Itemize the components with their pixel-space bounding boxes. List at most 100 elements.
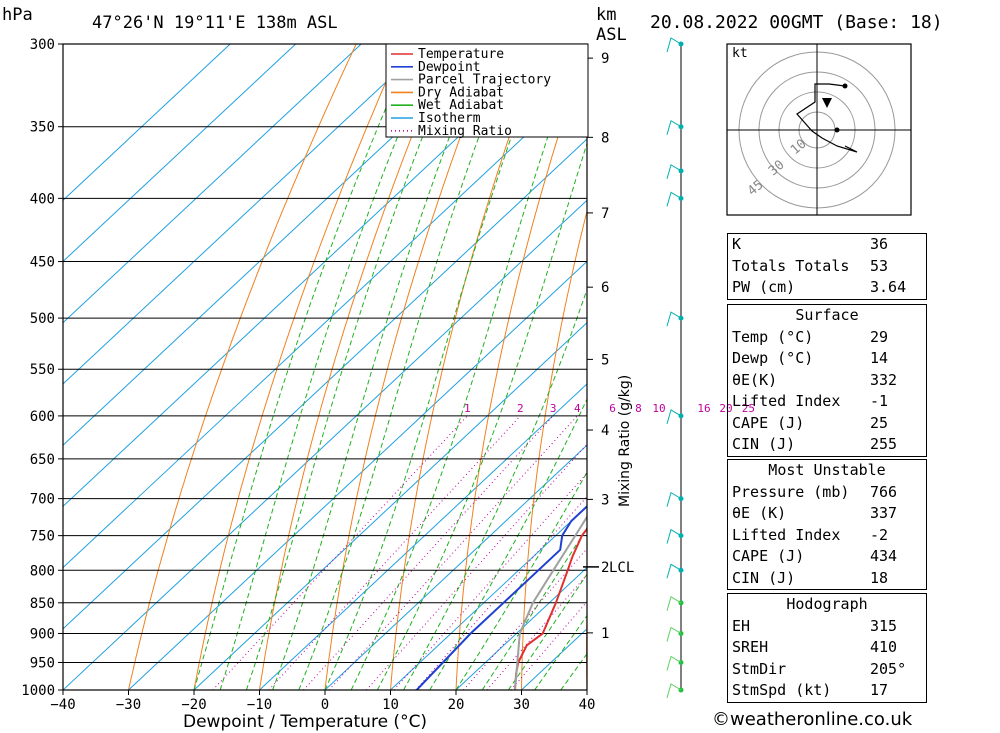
km-tick-label: 7 — [601, 206, 609, 222]
index-value: 36 — [870, 235, 889, 253]
surface-row: Temp (°C) 29 — [728, 327, 926, 349]
skew-t-grid — [63, 44, 980, 690]
mixing-ratio-label: 2 — [517, 402, 524, 415]
legend-entry: Parcel Trajectory — [418, 73, 551, 88]
temperature-tick-label: 20 — [448, 697, 465, 713]
datetime-title: 20.08.2022 00GMT (Base: 18) — [650, 12, 943, 33]
isotherm-line — [63, 44, 428, 385]
surface-title: Surface — [795, 306, 859, 324]
index-row-totals: Totals Totals 53 — [728, 256, 926, 278]
copyright-link[interactable]: ©weatheronline.co.uk — [712, 709, 913, 730]
wet-adiabat-line — [219, 44, 437, 690]
wind-barb — [666, 191, 682, 207]
dry-adiabat-line — [455, 46, 587, 690]
mixing-ratio-line — [366, 443, 587, 690]
wind-barb — [666, 655, 682, 671]
mixing-ratio-label: 6 — [609, 402, 616, 415]
temperature-tick-label: −20 — [181, 697, 206, 713]
isotherm-line — [63, 44, 559, 508]
index-value: 255 — [870, 435, 898, 453]
km-tick-label: 1 — [601, 626, 609, 642]
pressure-tick-label: 950 — [30, 655, 55, 671]
pressure-tick-label: 300 — [30, 37, 55, 53]
index-row-k: K 36 — [728, 234, 926, 256]
pressure-tick-label: 1000 — [21, 683, 55, 699]
surface-row: Dewp (°C) 14 — [728, 348, 926, 370]
index-key: θE(K) — [732, 370, 778, 389]
storm-motion-arrow — [822, 98, 832, 108]
mixing-ratio-label: 10 — [652, 402, 665, 415]
surface-row: CAPE (J) 25 — [728, 413, 926, 435]
indices-table-most-unstable: Most Unstable Pressure (mb) 766 θE (K) 337… — [727, 459, 927, 590]
dry-adiabat-line — [939, 44, 980, 690]
index-key: Temp (°C) — [732, 327, 814, 346]
wet-adiabat-line — [534, 614, 587, 690]
index-key: StmSpd (kt) — [732, 681, 832, 699]
pressure-tick-label: 900 — [30, 626, 55, 642]
skew-t-axes: 3003504004505005506006507007508008509009… — [21, 37, 755, 713]
temperature-tick-label: −40 — [50, 697, 75, 713]
index-key: CIN (J) — [732, 435, 796, 453]
wind-barb — [666, 626, 682, 642]
wind-barb — [666, 164, 682, 179]
km-tick-label: 5 — [601, 352, 609, 368]
wind-barb — [666, 119, 682, 135]
index-value: -1 — [870, 392, 889, 410]
temperature-tick-label: −10 — [247, 697, 272, 713]
hodograph-trace — [796, 83, 858, 153]
mixing-ratio-label: 25 — [742, 402, 755, 415]
legend-entry: Wet Adiabat — [418, 98, 504, 113]
storm-motion-dot — [834, 127, 840, 133]
index-key: Pressure (mb) — [732, 482, 850, 501]
pressure-tick-label: 450 — [30, 255, 55, 271]
hodo-row: StmSpd (kt) 17 — [728, 680, 926, 702]
temperature-curve — [514, 527, 587, 690]
wind-profile — [666, 37, 684, 699]
index-key: Dewp (°C) — [732, 349, 814, 367]
pressure-tick-label: 400 — [30, 191, 55, 207]
dry-adiabat-line — [128, 44, 357, 690]
index-value: 315 — [870, 616, 898, 635]
hodo-row: StmDir 205° — [728, 659, 926, 681]
index-value: -2 — [870, 525, 889, 544]
isotherm-line — [455, 566, 587, 690]
km-tick-label: 8 — [601, 130, 609, 146]
hodo-row: SREH 410 — [728, 637, 926, 659]
km-tick-label: 6 — [601, 280, 609, 296]
surface-row: Lifted Index -1 — [728, 391, 926, 413]
mixing-ratio-label: 16 — [697, 402, 710, 415]
index-key: CAPE (J) — [732, 413, 805, 432]
index-key: CAPE (J) — [732, 547, 805, 565]
hodo-row: EH 315 — [728, 616, 926, 638]
index-value: 14 — [870, 349, 889, 367]
pressure-tick-label: 500 — [30, 311, 55, 327]
wind-level-dot — [678, 124, 684, 130]
index-key: K — [732, 235, 742, 253]
temperature-tick-label: 40 — [579, 697, 596, 713]
index-key: Lifted Index — [732, 525, 841, 544]
pressure-tick-label: 850 — [30, 596, 55, 612]
index-value: 17 — [870, 681, 889, 699]
index-key: Lifted Index — [732, 392, 841, 410]
index-key: SREH — [732, 638, 769, 656]
temperature-tick-label: 0 — [321, 697, 329, 713]
mixing-ratio-axis-label: Mixing Ratio (g/kg) — [617, 375, 633, 507]
x-axis-label: Dewpoint / Temperature (°C) — [183, 712, 427, 732]
temperature-tick-label: 10 — [382, 697, 399, 713]
isotherm-line — [324, 444, 587, 690]
index-value: 18 — [870, 568, 889, 587]
legend-entry: Isotherm — [418, 111, 481, 126]
location-title: 47°26'N 19°11'E 138m ASL — [92, 13, 338, 33]
mixing-ratio-label: 3 — [550, 402, 557, 415]
index-value: 3.64 — [870, 278, 907, 296]
wind-barb — [666, 37, 682, 53]
index-value: 53 — [870, 256, 889, 275]
surface-row: CIN (J) 255 — [728, 434, 926, 456]
lcl-label: LCL — [609, 560, 634, 576]
asl-label: ASL — [596, 25, 627, 45]
pressure-tick-label: 600 — [30, 409, 55, 425]
isotherm-line — [63, 44, 362, 324]
dry-adiabat-line — [650, 44, 728, 690]
pressure-tick-label: 650 — [30, 452, 55, 468]
